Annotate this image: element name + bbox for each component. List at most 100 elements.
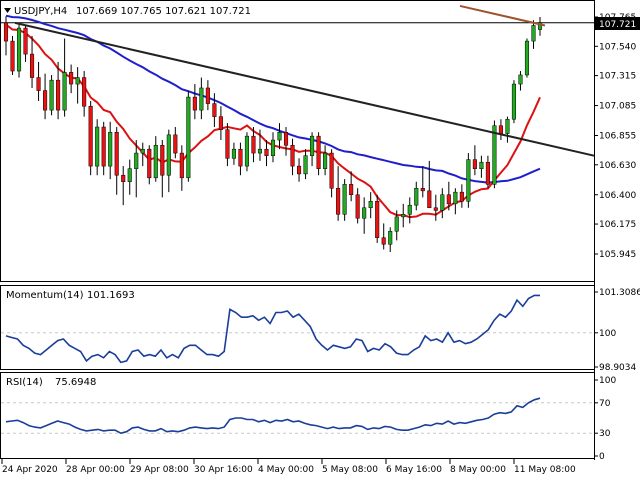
candle-body [147,148,152,179]
upper-trendline [459,4,546,27]
trendlines [14,4,595,157]
rsi-line [5,397,541,435]
rsi-tick-label: 0 [599,452,605,462]
time-tick-label: 29 Apr 08:00 [130,465,189,475]
rsi-tick-label: 70 [599,399,611,409]
price-tick-label: 106.400 [599,191,636,201]
candle-body [264,148,269,156]
candle-body [140,148,145,154]
price-tick-label: 106.630 [599,161,636,171]
grid-layer [1,22,594,434]
candle-body [492,125,497,185]
candle-body [192,96,197,111]
rsi-tick-label: 30 [599,429,611,439]
price-tick-label: 107.315 [599,72,636,82]
ohlc-values: 107.669 107.765 107.621 107.721 [76,6,251,17]
candle-body [179,152,184,179]
current-price-box [595,17,640,30]
candle-body [30,53,35,78]
candle-body [290,145,295,167]
candle-body [420,187,425,192]
price-tick-label: 106.855 [599,132,636,142]
time-tick-label: 11 May 08:00 [514,465,576,475]
current-price-label: 107.721 [599,20,636,30]
candle-body [394,216,399,232]
candle-body [537,22,543,30]
candle-body [186,96,191,179]
candle-body [75,77,80,85]
indicator-lines [5,294,541,435]
symbol-label: USDJPY,H4 [14,6,67,17]
candle-body [160,145,165,176]
momentum-tick-label: 98.9034 [599,363,636,373]
time-tick-label: 6 May 16:00 [386,465,442,475]
candle-body [43,90,48,111]
time-tick-label: 8 May 00:00 [450,465,506,475]
candle-body [329,152,334,189]
momentum-line [5,294,540,364]
price-tick-label: 107.540 [599,42,636,52]
candles [3,16,543,253]
candle-body [257,148,263,154]
candle-body [485,161,490,185]
candle-body [427,190,432,209]
candle-body [238,148,243,167]
time-tick-label: 30 Apr 16:00 [194,465,253,475]
candle-body [453,191,458,205]
candle-body [433,207,438,211]
candle-body [16,27,22,72]
candle-body [381,237,386,245]
candle-body [153,145,158,179]
candle-body [466,159,471,202]
candle-body [310,135,315,156]
candle-body [472,159,477,169]
candle-body [121,174,126,182]
candle-body [303,155,308,175]
candle-body [270,139,276,156]
candle-body [134,152,139,169]
candle-body [244,135,249,167]
candle-body [114,131,119,176]
candle-body [323,152,328,169]
candle-body [23,27,28,55]
candle-body [511,83,516,120]
momentum-current-value: 101.1693 [87,290,135,301]
candle-body [342,184,347,215]
candle-body [108,131,113,167]
candle-body [69,72,74,85]
candle-body [218,116,223,130]
candle-body [95,126,100,167]
momentum-title: Momentum(14) [6,290,84,301]
candle-body [446,194,451,205]
candle-body [518,74,523,85]
time-tick-label: 5 May 08:00 [322,465,378,475]
candle-body [375,201,380,238]
candle-body [49,79,54,111]
moving-averages [5,14,541,219]
symbol-dropdown-icon[interactable] [4,8,11,13]
candle-body [62,72,67,111]
candle-body [82,77,87,107]
candle-body [524,40,530,76]
candle-body [88,105,93,167]
candle-body [498,125,503,134]
candle-body [355,194,360,219]
rsi-tick-label: 100 [599,376,616,386]
candle-body [251,135,256,154]
candle-body [10,40,15,72]
candle-body [101,126,106,167]
price-tick-label: 106.175 [599,220,636,230]
candle-body [505,118,510,134]
candle-body [440,194,445,211]
moving-average-red [5,23,541,219]
axis-labels: 107.765107.540107.315107.085106.855106.6… [1,13,640,475]
candle-body [3,22,9,42]
candle-body [531,25,536,42]
candle-body [316,135,321,169]
time-tick-label: 24 Apr 2020 [2,465,58,475]
candle-body [199,87,204,111]
time-tick-label: 4 May 00:00 [258,465,314,475]
candle-body [459,191,464,202]
price-tick-label: 107.085 [599,102,636,112]
candle-body [336,187,341,215]
